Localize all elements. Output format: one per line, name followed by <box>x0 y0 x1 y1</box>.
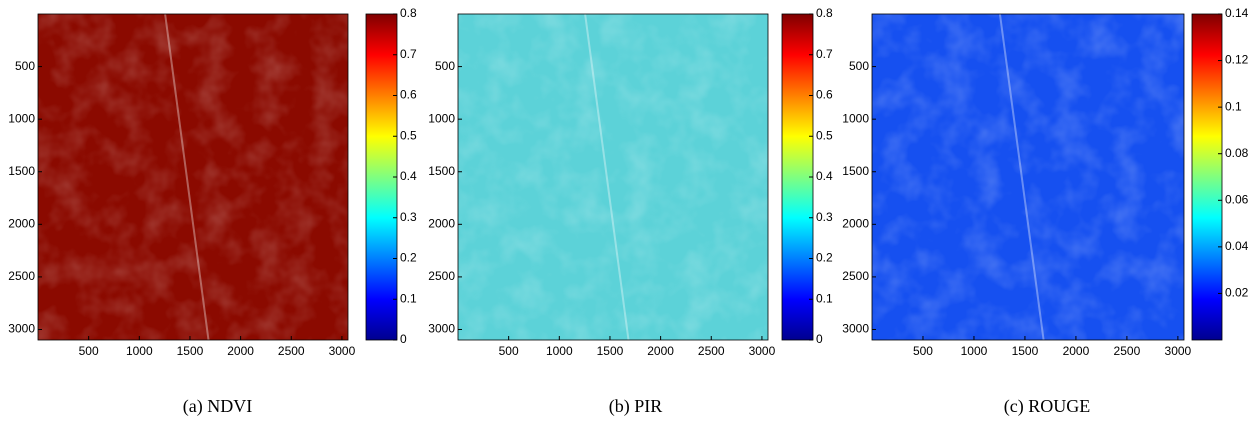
x-tick-label: 2500 <box>278 344 305 358</box>
colorbar-tick-label: 0.04 <box>1225 239 1249 253</box>
image-frame <box>871 13 1185 341</box>
colorbar-tick-label: 0.6 <box>816 88 833 102</box>
colorbar <box>1191 13 1223 341</box>
x-tick-label: 500 <box>79 344 99 358</box>
colorbar-tick-label: 0.1 <box>816 291 833 305</box>
x-tick-label: 1000 <box>546 344 573 358</box>
colorbar-tick-label: 0.4 <box>400 169 417 183</box>
colorbar-tick-label: 0 <box>400 332 407 346</box>
x-tick-label: 1500 <box>177 344 204 358</box>
y-tick-label: 3000 <box>8 322 35 336</box>
colorbar-tick-label: 0.4 <box>816 169 833 183</box>
x-tick-label: 1500 <box>597 344 624 358</box>
y-tick-label: 500 <box>15 59 35 73</box>
caption: (c) ROUGE <box>1004 396 1090 417</box>
colorbar-tick-label: 0.06 <box>1225 192 1249 206</box>
road <box>584 13 630 341</box>
colorbar-tick-label: 0.8 <box>400 6 417 20</box>
colorbar-tick-label: 0.02 <box>1225 286 1249 300</box>
colorbar-tick-label: 0.5 <box>816 128 833 142</box>
image-texture <box>872 14 1184 340</box>
x-tick-label: 2000 <box>647 344 674 358</box>
colorbar-tick-label: 0.2 <box>816 251 833 265</box>
colorbar-tick-label: 0.14 <box>1225 6 1249 20</box>
y-tick-label: 1500 <box>428 164 455 178</box>
image-texture <box>38 14 348 340</box>
colorbar-tick-label: 0.5 <box>400 128 417 142</box>
y-tick-label: 1000 <box>428 111 455 125</box>
x-tick-label: 2500 <box>698 344 725 358</box>
x-tick-label: 1500 <box>1012 344 1039 358</box>
x-tick-label: 3000 <box>749 344 776 358</box>
caption: (a) NDVI <box>183 396 252 417</box>
colorbar-tick-label: 0.1 <box>1225 99 1242 113</box>
colorbar-tick-label: 0.08 <box>1225 146 1249 160</box>
y-tick-label: 1500 <box>842 164 869 178</box>
y-tick-label: 2500 <box>428 269 455 283</box>
image-frame <box>37 13 349 341</box>
y-tick-label: 3000 <box>428 322 455 336</box>
colorbar-tick-label: 0.8 <box>816 6 833 20</box>
y-tick-label: 1500 <box>8 164 35 178</box>
x-tick-label: 500 <box>499 344 519 358</box>
y-tick-label: 1000 <box>842 111 869 125</box>
y-tick-label: 2500 <box>8 269 35 283</box>
colorbar <box>781 13 814 341</box>
x-tick-label: 2000 <box>1063 344 1090 358</box>
image-frame <box>457 13 769 341</box>
colorbar-tick-label: 0.12 <box>1225 53 1249 67</box>
y-tick-label: 500 <box>849 59 869 73</box>
colorbar-tick-label: 0.7 <box>400 47 417 61</box>
colorbar-tick-label: 0.7 <box>816 47 833 61</box>
y-tick-label: 3000 <box>842 322 869 336</box>
y-tick-label: 2000 <box>842 216 869 230</box>
x-tick-label: 1000 <box>126 344 153 358</box>
colorbar-tick-label: 0 <box>816 332 823 346</box>
colorbar-tick-label: 0.2 <box>400 251 417 265</box>
road <box>998 13 1045 341</box>
y-tick-label: 2500 <box>842 269 869 283</box>
colorbar-tick-label: 0.3 <box>816 210 833 224</box>
image-texture <box>458 14 768 340</box>
x-tick-label: 2000 <box>227 344 254 358</box>
x-tick-label: 500 <box>913 344 933 358</box>
y-tick-label: 1000 <box>8 111 35 125</box>
colorbar-tick-label: 0.3 <box>400 210 417 224</box>
x-tick-label: 3000 <box>329 344 356 358</box>
colorbar <box>365 13 398 341</box>
x-tick-label: 1000 <box>961 344 988 358</box>
x-tick-label: 2500 <box>1114 344 1141 358</box>
colorbar-tick-label: 0.1 <box>400 291 417 305</box>
x-tick-label: 3000 <box>1165 344 1192 358</box>
road <box>164 13 210 341</box>
y-tick-label: 500 <box>435 59 455 73</box>
y-tick-label: 2000 <box>428 216 455 230</box>
caption: (b) PIR <box>609 396 663 417</box>
y-tick-label: 2000 <box>8 216 35 230</box>
colorbar-tick-label: 0.6 <box>400 88 417 102</box>
